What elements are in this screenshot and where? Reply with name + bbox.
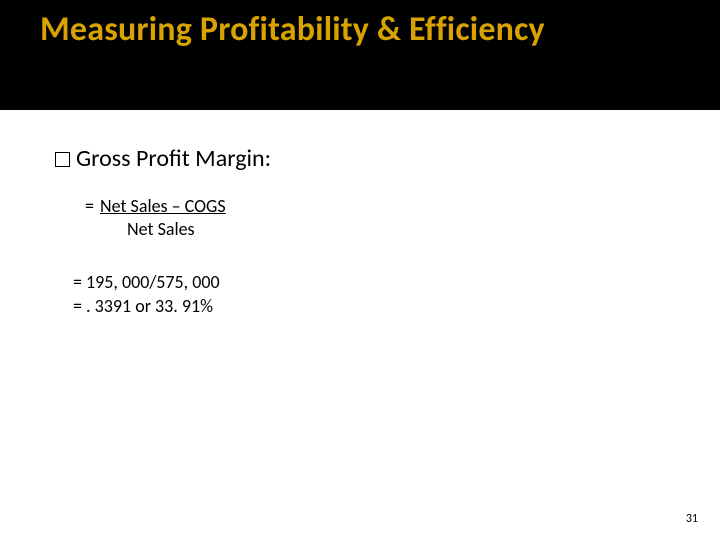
title-band: Measuring Profitability & Efficiency	[0, 0, 720, 110]
slide-title: Measuring Profitability & Efficiency	[40, 10, 680, 49]
formula-denominator: Net Sales	[127, 218, 665, 241]
calc-line-2: = . 3391 or 33. 91%	[73, 294, 665, 318]
equals-sign: =	[85, 195, 94, 218]
calculation-block: = 195, 000/575, 000 = . 3391 or 33. 91%	[73, 270, 665, 319]
calc-line-1: = 195, 000/575, 000	[73, 270, 665, 294]
page-number: 31	[686, 512, 698, 526]
content-area: Gross Profit Margin: = Net Sales – COGS …	[0, 110, 720, 318]
square-bullet-icon	[55, 152, 70, 167]
formula-numerator: Net Sales – COGS	[100, 195, 226, 218]
formula-numerator-line: = Net Sales – COGS	[85, 195, 665, 218]
bullet-label: Gross Profit Margin:	[76, 144, 271, 173]
bullet-item: Gross Profit Margin:	[55, 144, 665, 173]
formula-block: = Net Sales – COGS Net Sales	[85, 195, 665, 242]
